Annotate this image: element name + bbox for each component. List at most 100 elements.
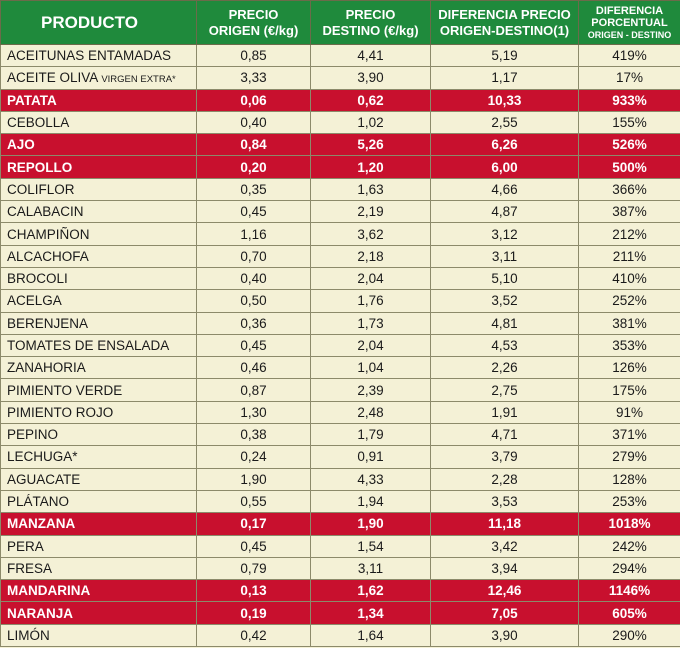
cell-diferencia: 2,26 — [430, 356, 579, 380]
producto-name: FRESA — [7, 560, 53, 576]
cell-origen: 3,33 — [196, 66, 311, 90]
cell-destino: 1,04 — [310, 356, 431, 380]
cell-producto: BROCOLI — [0, 266, 197, 291]
cell-origen: 0,55 — [196, 489, 311, 514]
cell-origen: 0,06 — [196, 88, 311, 112]
cell-producto: LECHUGA* — [0, 445, 197, 469]
header-porcentual-line2: PORCENTUAL — [591, 16, 668, 29]
table-body: ACEITUNAS ENTAMADAS 0,85 4,41 5,19 419% ACEIT… — [0, 43, 680, 648]
cell-origen: 0,45 — [196, 200, 311, 224]
producto-name: AJO — [7, 137, 35, 153]
cell-producto: PEPINO — [0, 423, 197, 447]
cell-producto: CHAMPIÑON — [0, 222, 197, 246]
producto-name: MANZANA — [7, 516, 76, 532]
cell-porcentaje: 366% — [578, 177, 680, 202]
cell-origen: 0,35 — [196, 177, 311, 202]
cell-diferencia: 11,18 — [430, 512, 579, 536]
cell-porcentaje: 253% — [578, 489, 680, 514]
cell-porcentaje: 91% — [578, 400, 680, 425]
cell-destino: 2,04 — [310, 266, 431, 291]
cell-producto: ACELGA — [0, 289, 197, 313]
cell-porcentaje: 371% — [578, 423, 680, 447]
producto-name: LECHUGA* — [7, 449, 78, 465]
cell-destino: 1,94 — [310, 489, 431, 514]
cell-origen: 0,50 — [196, 289, 311, 313]
cell-producto: PIMIENTO VERDE — [0, 378, 197, 402]
cell-origen: 0,40 — [196, 266, 311, 291]
table-row: CEBOLLA 0,40 1,02 2,55 155% — [0, 110, 680, 135]
cell-porcentaje: 526% — [578, 133, 680, 157]
cell-porcentaje: 279% — [578, 445, 680, 469]
producto-name: CEBOLLA — [7, 115, 70, 131]
cell-destino: 5,26 — [310, 133, 431, 157]
producto-name: ALCACHOFA — [7, 248, 89, 264]
cell-origen: 1,30 — [196, 400, 311, 425]
table-header: PRODUCTO PRECIO ORIGEN (€/kg) PRECIO DESTI… — [0, 0, 680, 45]
producto-name: ZANAHORIA — [7, 360, 86, 376]
producto-name: PEPINO — [7, 427, 59, 443]
cell-porcentaje: 605% — [578, 601, 680, 625]
cell-origen: 0,45 — [196, 534, 311, 558]
producto-name: REPOLLO — [7, 159, 73, 175]
producto-name: PLÁTANO — [7, 494, 70, 510]
producto-name: MANDARINA — [7, 583, 91, 599]
cell-destino: 1,79 — [310, 423, 431, 447]
cell-destino: 3,11 — [310, 556, 431, 581]
cell-origen: 0,45 — [196, 333, 311, 358]
table-row: COLIFLOR 0,35 1,63 4,66 366% — [0, 177, 680, 202]
table-row: ACEITUNAS ENTAMADAS 0,85 4,41 5,19 419% — [0, 43, 680, 68]
cell-porcentaje: 252% — [578, 289, 680, 313]
cell-producto: PLÁTANO — [0, 489, 197, 514]
cell-destino: 0,91 — [310, 445, 431, 469]
table-row: PLÁTANO 0,55 1,94 3,53 253% — [0, 489, 680, 514]
cell-porcentaje: 933% — [578, 88, 680, 112]
cell-porcentaje: 353% — [578, 333, 680, 358]
cell-origen: 0,85 — [196, 43, 311, 68]
header-porcentual-line3: ORIGEN - DESTINO — [587, 29, 672, 40]
producto-name: PIMIENTO VERDE — [7, 382, 123, 398]
header-diferencia-precio: DIFERENCIA PRECIO ORIGEN-DESTINO(1) — [430, 0, 579, 45]
producto-name: LIMÓN — [7, 627, 50, 643]
producto-name: BROCOLI — [7, 271, 68, 287]
table-row: TOMATES DE ENSALADA 0,45 2,04 4,53 353% — [0, 333, 680, 358]
cell-destino: 2,19 — [310, 200, 431, 224]
cell-porcentaje: 155% — [578, 110, 680, 135]
header-diferencia-line2: ORIGEN-DESTINO(1) — [439, 22, 570, 38]
cell-diferencia: 3,42 — [430, 534, 579, 558]
cell-origen: 1,16 — [196, 222, 311, 246]
header-diferencia-line1: DIFERENCIA PRECIO — [438, 6, 571, 22]
cell-producto: TOMATES DE ENSALADA — [0, 333, 197, 358]
cell-porcentaje: 387% — [578, 200, 680, 224]
cell-diferencia: 4,66 — [430, 177, 579, 202]
cell-origen: 0,20 — [196, 155, 311, 179]
table-row: FRESA 0,79 3,11 3,94 294% — [0, 556, 680, 581]
producto-name: ACEITUNAS ENTAMADAS — [7, 48, 172, 64]
cell-producto: PATATA — [0, 88, 197, 112]
cell-producto: ALCACHOFA — [0, 244, 197, 268]
cell-origen: 0,40 — [196, 110, 311, 135]
cell-diferencia: 6,00 — [430, 155, 579, 179]
cell-destino: 1,20 — [310, 155, 431, 179]
cell-producto: AGUACATE — [0, 467, 197, 491]
cell-porcentaje: 290% — [578, 623, 680, 648]
table-row: PEPINO 0,38 1,79 4,71 371% — [0, 423, 680, 447]
cell-origen: 1,90 — [196, 467, 311, 491]
cell-diferencia: 7,05 — [430, 601, 579, 625]
cell-producto: CALABACIN — [0, 200, 197, 224]
cell-porcentaje: 175% — [578, 378, 680, 402]
table-row: BROCOLI 0,40 2,04 5,10 410% — [0, 266, 680, 291]
table-row: CHAMPIÑON 1,16 3,62 3,12 212% — [0, 222, 680, 246]
table-row: BERENJENA 0,36 1,73 4,81 381% — [0, 311, 680, 335]
cell-producto: PERA — [0, 534, 197, 558]
cell-producto: LIMÓN — [0, 623, 197, 648]
cell-producto: MANZANA — [0, 512, 197, 536]
cell-producto: COLIFLOR — [0, 177, 197, 202]
cell-diferencia: 2,28 — [430, 467, 579, 491]
table-row: ZANAHORIA 0,46 1,04 2,26 126% — [0, 356, 680, 380]
header-precio-destino: PRECIO DESTINO (€/kg) — [310, 0, 431, 45]
cell-destino: 1,34 — [310, 601, 431, 625]
cell-destino: 2,18 — [310, 244, 431, 268]
table-row: REPOLLO 0,20 1,20 6,00 500% — [0, 155, 680, 179]
producto-name: NARANJA — [7, 605, 74, 621]
